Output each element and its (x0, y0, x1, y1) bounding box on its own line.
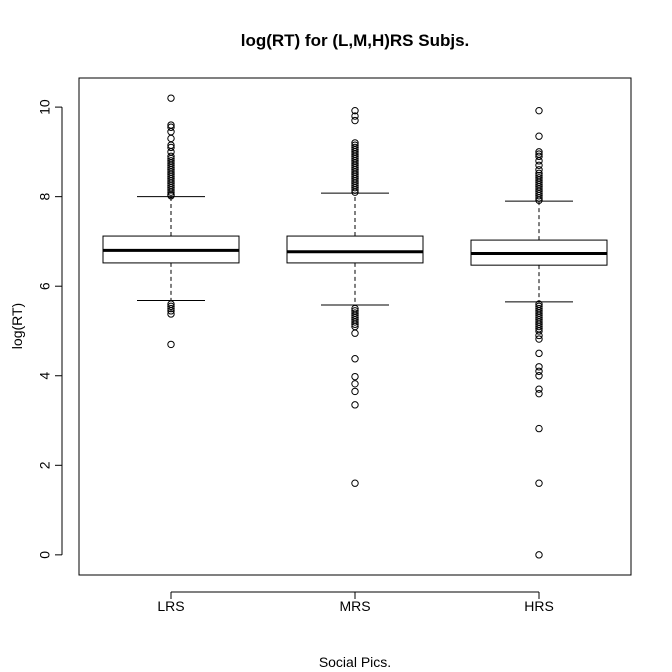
box-lrs (102, 94, 240, 349)
outlier-point (535, 372, 543, 380)
outlier-point (167, 304, 175, 313)
outlier-point (167, 307, 175, 315)
x-tick-label: MRS (339, 598, 370, 614)
outlier-point (535, 367, 543, 375)
outlier-point (535, 148, 543, 156)
outlier-point (167, 340, 175, 349)
outlier-point (535, 335, 543, 343)
outlier-point (535, 171, 543, 180)
outlier-point (351, 329, 359, 337)
outlier-point (167, 310, 175, 318)
outlier-point (535, 106, 543, 115)
outlier-point (351, 401, 359, 409)
x-axis-label: Social Pics. (319, 654, 391, 670)
outlier-point (351, 112, 359, 120)
outlier-point (535, 327, 543, 335)
y-axis-label: log(RT) (9, 303, 25, 349)
outlier-point (167, 152, 175, 161)
x-axis: LRS MRS HRS (157, 591, 554, 614)
outlier-point (535, 479, 543, 487)
outlier-point (535, 551, 543, 559)
outlier-point (535, 331, 543, 340)
iqr-box (286, 235, 424, 264)
outlier-point (351, 479, 359, 487)
outlier-point (535, 174, 543, 182)
outlier-point (351, 143, 359, 152)
outlier-point (535, 161, 543, 170)
outlier-point (535, 322, 543, 331)
outlier-point (351, 139, 359, 147)
outlier-point (351, 372, 359, 381)
outlier-point (535, 169, 543, 178)
outlier-point (167, 143, 175, 152)
outlier-point (167, 134, 175, 143)
x-tick-label: LRS (157, 598, 184, 614)
outlier-point (535, 132, 543, 140)
x-tick-label: HRS (524, 598, 554, 614)
boxes (102, 94, 608, 559)
y-tick-label: 10 (37, 99, 53, 115)
outlier-point (535, 389, 543, 398)
outlier-point (535, 150, 543, 158)
outlier-point (351, 106, 359, 115)
y-tick-label: 6 (37, 282, 53, 290)
outlier-point (351, 380, 359, 388)
chart-title: log(RT) for (L,M,H)RS Subjs. (241, 31, 470, 50)
outlier-point (351, 387, 359, 396)
outlier-point (535, 385, 543, 393)
outlier-point (351, 320, 359, 328)
y-tick-label: 0 (37, 551, 53, 559)
plot-frame (78, 77, 632, 576)
outlier-point (351, 116, 359, 125)
outlier-point (535, 166, 543, 174)
outlier-point (167, 157, 175, 165)
outlier-point (535, 152, 543, 161)
outlier-point (167, 94, 175, 102)
box-mrs (286, 106, 424, 487)
y-tick-label: 4 (37, 372, 53, 380)
box-hrs (470, 106, 608, 559)
y-tick-label: 2 (37, 461, 53, 469)
y-axis: 0 2 4 6 8 10 (37, 99, 63, 559)
outlier-point (535, 424, 543, 433)
outlier-point (167, 302, 175, 311)
outlier-point (535, 349, 543, 358)
outlier-point (167, 121, 175, 129)
outlier-point (351, 318, 359, 326)
outlier-point (351, 355, 359, 363)
outlier-point (535, 363, 543, 371)
y-tick-label: 8 (37, 193, 53, 201)
outlier-point (167, 123, 175, 131)
outlier-point (351, 141, 359, 149)
